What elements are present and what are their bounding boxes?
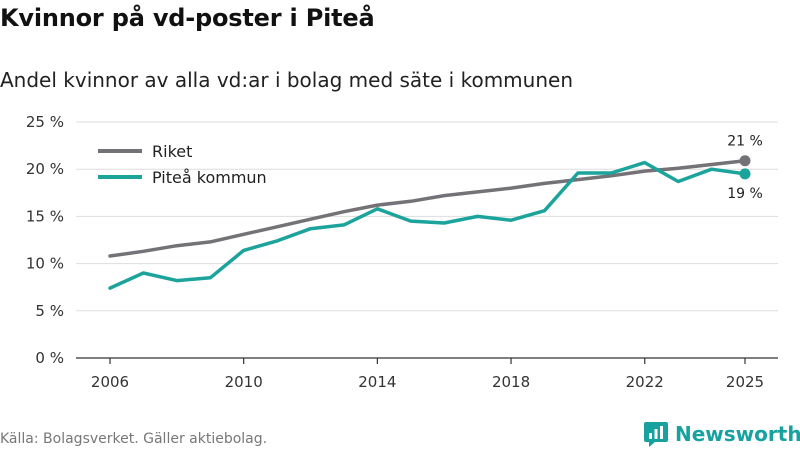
y-tick-label: 20 % xyxy=(26,160,64,178)
x-tick-label: 2014 xyxy=(358,373,396,391)
chart-title: Kvinnor på vd-poster i Piteå xyxy=(0,4,375,32)
end-value-label: 19 % xyxy=(727,186,763,202)
end-point-marker xyxy=(739,168,751,180)
end-value-label: 21 % xyxy=(727,134,763,150)
legend: Riket Piteå kommun xyxy=(98,142,267,187)
source-note: Källa: Bolagsverket. Gäller aktiebolag. xyxy=(0,431,268,447)
y-tick-label: 15 % xyxy=(26,207,64,225)
series-line-riket xyxy=(108,158,747,258)
x-tick-label: 2010 xyxy=(225,373,263,391)
x-axis: 2006 2010 2014 2018 2022 2025 xyxy=(76,357,778,391)
x-tick-label: 2025 xyxy=(726,373,764,391)
newsworthy-logo-icon xyxy=(644,422,668,447)
y-tick-labels: 0 % 5 % 10 % 15 % 20 % 25 % xyxy=(26,113,64,367)
end-point-marker xyxy=(739,155,751,167)
end-markers: 21 % 19 % xyxy=(727,134,763,202)
y-tick-label: 25 % xyxy=(26,113,64,131)
x-tick-label: 2018 xyxy=(492,373,530,391)
legend-label: Riket xyxy=(152,142,192,161)
x-tick-label: 2022 xyxy=(626,373,664,391)
chart-subtitle: Andel kvinnor av alla vd:ar i bolag med … xyxy=(0,68,573,92)
legend-label: Piteå kommun xyxy=(152,168,267,187)
brand-name: Newsworthy xyxy=(675,422,800,446)
brand-logo[interactable]: Newsworthy xyxy=(643,419,800,449)
y-tick-label: 10 % xyxy=(26,255,64,273)
x-tick-label: 2006 xyxy=(91,373,129,391)
y-tick-label: 5 % xyxy=(35,302,64,320)
series-lines xyxy=(108,158,747,290)
y-tick-label: 0 % xyxy=(35,349,64,367)
series-line-pitea xyxy=(108,160,747,290)
